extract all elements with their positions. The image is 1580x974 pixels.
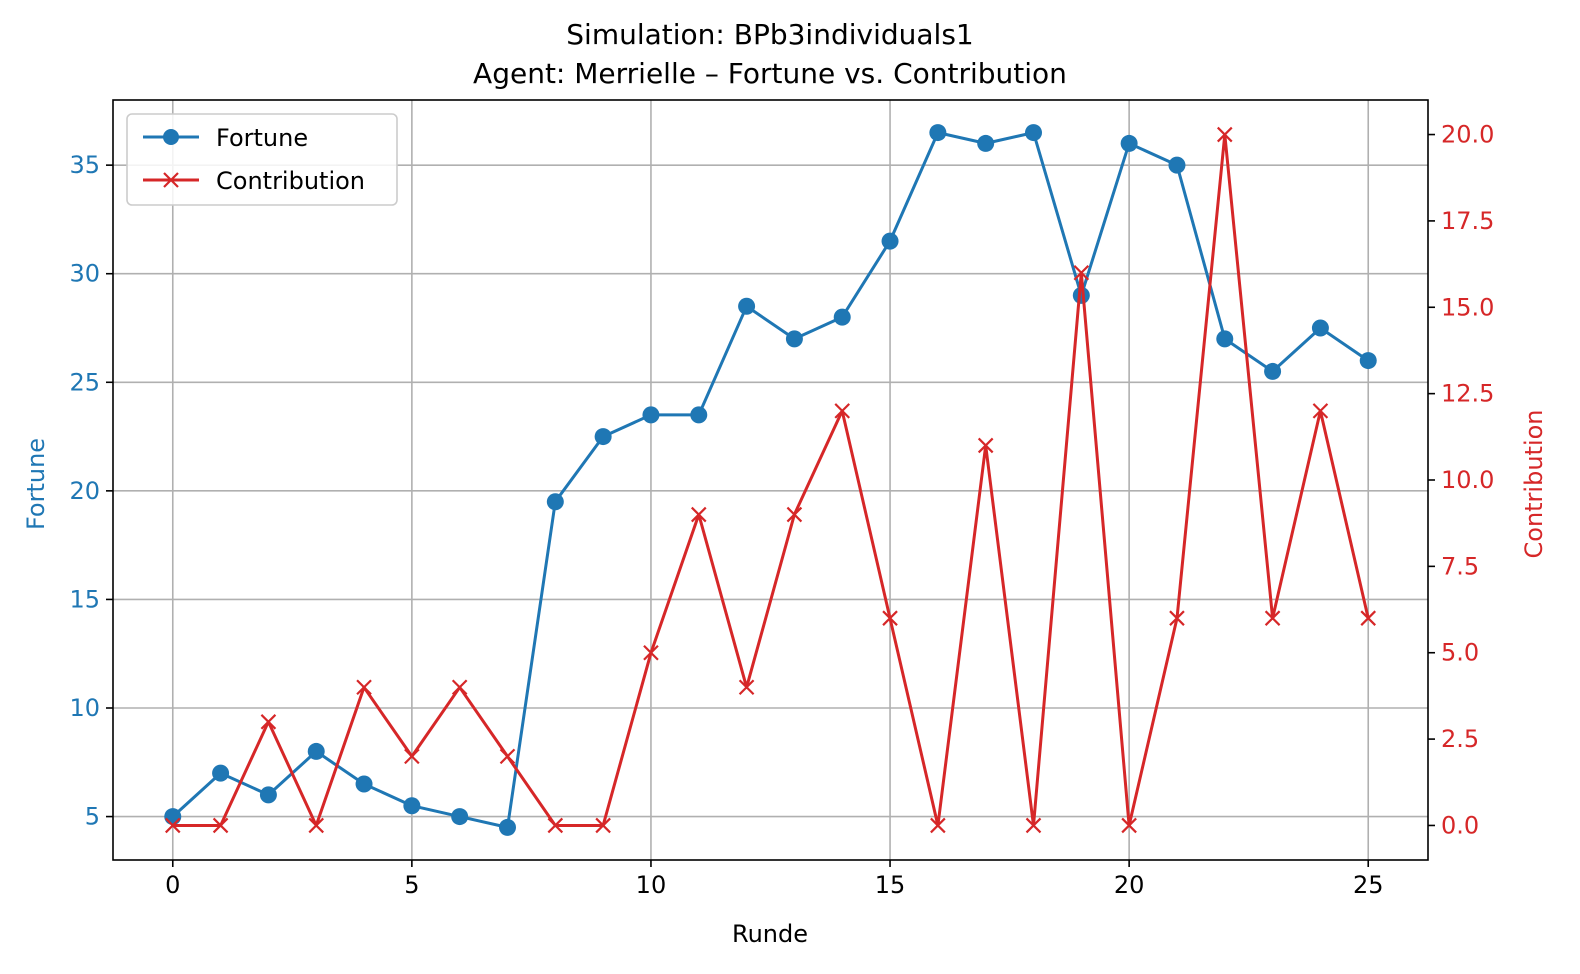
data-point-fortune	[785, 330, 803, 348]
y-axis-right: 0.0 2.5 5.0 7.5 10.0 12.5 15.0 17.5 20.0	[1428, 121, 1494, 839]
data-point-fortune	[738, 297, 756, 315]
data-point-fortune	[977, 134, 995, 152]
x-axis-label: Runde	[732, 920, 808, 948]
x-tick-label: 10	[636, 871, 667, 899]
data-point-fortune	[1025, 124, 1042, 142]
data-point-contribution	[404, 748, 420, 765]
data-point-fortune	[1264, 362, 1282, 380]
series-layer	[164, 124, 1377, 836]
series-line-contribution	[172, 133, 1370, 827]
y-right-tick-label: 17.5	[1441, 207, 1494, 235]
data-point-contribution	[499, 748, 516, 765]
y-right-tick-label: 12.5	[1441, 380, 1494, 408]
legend: Fortune Contribution	[126, 113, 398, 206]
data-point-fortune	[546, 493, 564, 511]
y-right-tick-label: 2.5	[1441, 725, 1479, 753]
y-right-tick-label: 15.0	[1441, 293, 1494, 321]
data-point-fortune	[403, 797, 421, 815]
data-point-contribution	[451, 679, 468, 696]
data-point-fortune	[1168, 156, 1186, 174]
x-tick-label: 0	[165, 871, 180, 899]
x-axis: 0 5 10 15 20 25	[165, 860, 1384, 899]
legend-contribution-marker	[163, 172, 179, 188]
y-axis-left: 5 10 15 20 25 30 35	[69, 151, 113, 831]
chart-subtitle: Agent: Merrielle – Fortune vs. Contribut…	[473, 57, 1067, 90]
data-point-contribution	[786, 506, 803, 523]
y-right-tick-label: 20.0	[1441, 121, 1494, 149]
y-right-tick-label: 7.5	[1441, 552, 1479, 580]
data-point-contribution	[1169, 610, 1185, 626]
data-point-contribution	[212, 817, 229, 834]
data-point-contribution	[930, 817, 946, 834]
data-point-contribution	[1073, 264, 1090, 281]
data-point-contribution	[1264, 610, 1281, 626]
data-point-fortune	[833, 308, 851, 326]
data-point-fortune	[1311, 319, 1329, 337]
y-axis-right-label: Contribution	[1520, 409, 1548, 558]
data-point-contribution	[260, 714, 277, 730]
y-right-tick-label: 5.0	[1441, 639, 1479, 667]
grid-lines	[113, 100, 1428, 860]
legend-fortune-label: Fortune	[216, 124, 308, 152]
data-point-contribution	[164, 817, 181, 834]
data-point-fortune	[594, 428, 612, 446]
y-left-tick-label: 35	[69, 151, 100, 179]
y-right-tick-label: 10.0	[1441, 466, 1494, 494]
data-point-fortune	[259, 786, 277, 804]
data-point-contribution	[1121, 817, 1137, 834]
data-point-fortune	[355, 775, 373, 793]
series-line-fortune	[171, 131, 1370, 829]
data-point-fortune	[1120, 134, 1138, 152]
data-point-fortune	[451, 808, 469, 826]
data-point-contribution	[356, 679, 372, 696]
x-tick-label: 25	[1353, 871, 1384, 899]
data-point-fortune	[164, 808, 182, 826]
series-contribution	[164, 126, 1377, 834]
data-point-contribution	[882, 610, 898, 626]
y-left-tick-label: 5	[85, 803, 100, 831]
data-point-contribution	[308, 817, 325, 834]
y-left-tick-label: 20	[69, 477, 100, 505]
data-point-contribution	[595, 817, 611, 834]
data-point-contribution	[1312, 403, 1329, 419]
data-point-fortune	[307, 742, 325, 760]
legend-contribution-label: Contribution	[216, 167, 365, 195]
data-point-fortune	[212, 764, 230, 782]
x-tick-label: 20	[1114, 871, 1145, 899]
data-point-contribution	[547, 817, 564, 834]
y-right-tick-label: 0.0	[1441, 811, 1479, 839]
y-left-tick-label: 15	[69, 585, 100, 613]
chart-title: Simulation: BPb3individuals1	[566, 18, 973, 51]
data-point-fortune	[1359, 352, 1377, 370]
data-point-contribution	[834, 403, 851, 419]
data-point-fortune	[499, 818, 516, 836]
x-tick-label: 5	[404, 871, 419, 899]
data-point-contribution	[738, 679, 755, 696]
y-axis-left-label: Fortune	[22, 438, 50, 530]
y-left-tick-label: 30	[69, 260, 100, 288]
series-fortune	[164, 124, 1377, 836]
y-left-tick-label: 10	[69, 694, 100, 722]
data-point-fortune	[1072, 286, 1090, 304]
data-point-contribution	[1025, 817, 1042, 834]
data-point-fortune	[881, 232, 899, 250]
data-point-contribution	[1360, 610, 1377, 626]
data-point-contribution	[977, 437, 994, 454]
data-point-contribution	[690, 506, 707, 523]
legend-fortune-marker	[163, 129, 179, 145]
data-point-fortune	[929, 124, 947, 142]
data-point-contribution	[643, 644, 659, 661]
data-point-fortune	[642, 406, 660, 424]
data-point-fortune	[690, 406, 708, 424]
x-tick-label: 15	[875, 871, 906, 899]
data-point-contribution	[1216, 126, 1233, 143]
y-left-tick-label: 25	[69, 368, 100, 396]
data-point-fortune	[1216, 330, 1234, 348]
